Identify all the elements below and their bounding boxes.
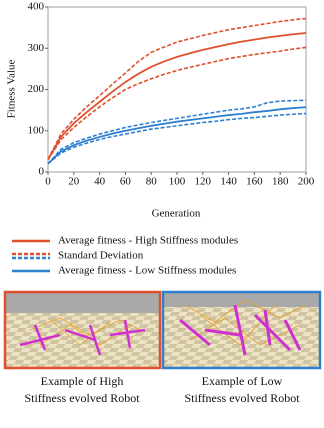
std-line bbox=[47, 99, 307, 165]
panel-frame bbox=[161, 290, 322, 370]
caption: Stiffness evolved Robot bbox=[24, 391, 140, 405]
panel bbox=[3, 290, 162, 370]
x-tick-label: 60 bbox=[120, 176, 132, 188]
x-tick-label: 120 bbox=[195, 176, 212, 188]
x-tick-label: 40 bbox=[94, 176, 106, 188]
x-tick-label: 100 bbox=[169, 176, 186, 188]
plot-frame bbox=[47, 6, 307, 173]
y-tick-label: 200 bbox=[28, 83, 45, 95]
x-tick-label: 140 bbox=[220, 176, 237, 188]
x-tick-label: 200 bbox=[298, 176, 315, 188]
floor bbox=[6, 313, 160, 367]
x-tick-label: 0 bbox=[45, 176, 51, 188]
x-tick-label: 20 bbox=[68, 176, 80, 188]
legend-label: Average fitness - High Stiffness modules bbox=[58, 235, 238, 247]
panel bbox=[161, 290, 322, 370]
std-line bbox=[47, 17, 307, 160]
caption: Example of Low bbox=[202, 374, 283, 388]
caption: Stiffness evolved Robot bbox=[184, 391, 300, 405]
std-line bbox=[47, 112, 307, 165]
y-tick-label: 400 bbox=[28, 1, 45, 13]
caption: Example of High bbox=[41, 374, 124, 388]
std-line bbox=[47, 46, 307, 161]
x-axis-label: Generation bbox=[152, 208, 201, 220]
y-tick-label: 300 bbox=[28, 42, 45, 54]
robot-magenta bbox=[179, 304, 302, 356]
legend-label: Average fitness - Low Stiffness modules bbox=[58, 265, 236, 277]
y-tick-label: 100 bbox=[28, 124, 45, 136]
panel-frame bbox=[3, 290, 162, 370]
legend-label: Standard Deviation bbox=[58, 250, 144, 262]
mean-line bbox=[47, 32, 307, 161]
y-tick-label: 0 bbox=[39, 166, 45, 178]
x-tick-label: 80 bbox=[146, 176, 158, 188]
mean-line bbox=[47, 106, 307, 165]
x-tick-label: 160 bbox=[246, 176, 263, 188]
x-tick-label: 180 bbox=[272, 176, 289, 188]
robot-magenta bbox=[19, 319, 146, 356]
y-axis-label: Fitness Value bbox=[6, 60, 18, 119]
